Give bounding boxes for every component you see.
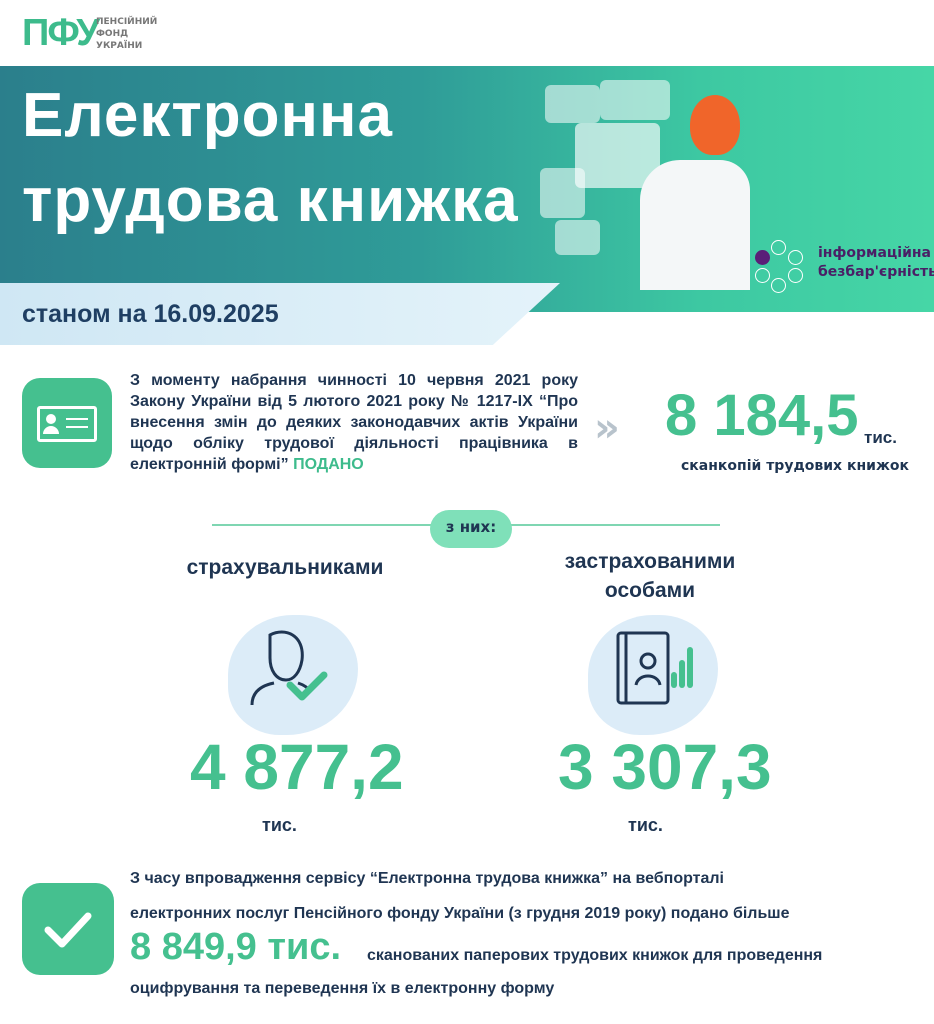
employers-unit: тис. [262,815,297,835]
page-title-line1: Електронна [22,81,393,150]
section2-line1: З часу впровадження сервісу “Електронна … [130,870,724,887]
badge-line: безбар'єрність [818,264,934,280]
floating-panel [600,80,670,120]
section2-line4: оцифрування та переведення їх в електрон… [130,980,555,997]
blob-background [588,615,718,735]
logo-line: ПЕНСІЙНИЙ [96,17,158,27]
id-card-icon [22,378,112,468]
header-banner [0,66,934,312]
insured-label: застрахованими особами [520,547,780,605]
date-strip [0,283,560,345]
insured-value: 3 307,3 [558,731,772,803]
total-unit: тис. [864,428,897,447]
law-description: З моменту набрання чинності 10 червня 20… [130,372,578,473]
floating-panel [555,220,600,255]
floating-panel [540,168,585,218]
double-chevron-icon: » [594,405,620,451]
section2-value: 8 849,9 тис. [130,926,342,968]
badge-line: інформаційна [818,245,931,261]
total-value: 8 184,5 [665,383,859,448]
section1-text: З моменту набрання чинності 10 червня 20… [130,370,578,475]
logo-line: УКРАЇНИ [96,41,143,51]
submitted-highlight: ПОДАНО [293,456,364,473]
user-check-icon [250,630,328,706]
pfu-logo-text: ПЕНСІЙНИЙ ФОНД УКРАЇНИ [96,16,157,52]
checkmark-icon [22,883,114,975]
floating-panel [545,85,600,123]
section2-line3: сканованих паперових трудових книжок для… [367,947,823,964]
section2-line2: електронних послуг Пенсійного фонду Укра… [130,905,790,922]
insured-label-line: застрахованими [564,550,736,573]
employers-label: страхувальниками [186,556,384,579]
employers-value: 4 877,2 [190,731,404,803]
of-them-pill: з них: [430,510,512,548]
workbook-person-icon [616,631,693,705]
pfu-logo: ПФУ [22,12,100,54]
person-body-illustration [640,160,750,290]
page-title-line2: трудова книжка [22,166,519,235]
accessibility-badge-text: інформаційна безбар'єрність [818,244,934,282]
person-hair-illustration [690,95,740,155]
total-caption: сканкопій трудових книжок [681,458,909,474]
insured-label-line: особами [604,579,696,602]
logo-line: ФОНД [96,29,129,39]
date-label: станом на 16.09.2025 [22,300,279,328]
insured-unit: тис. [628,815,663,835]
